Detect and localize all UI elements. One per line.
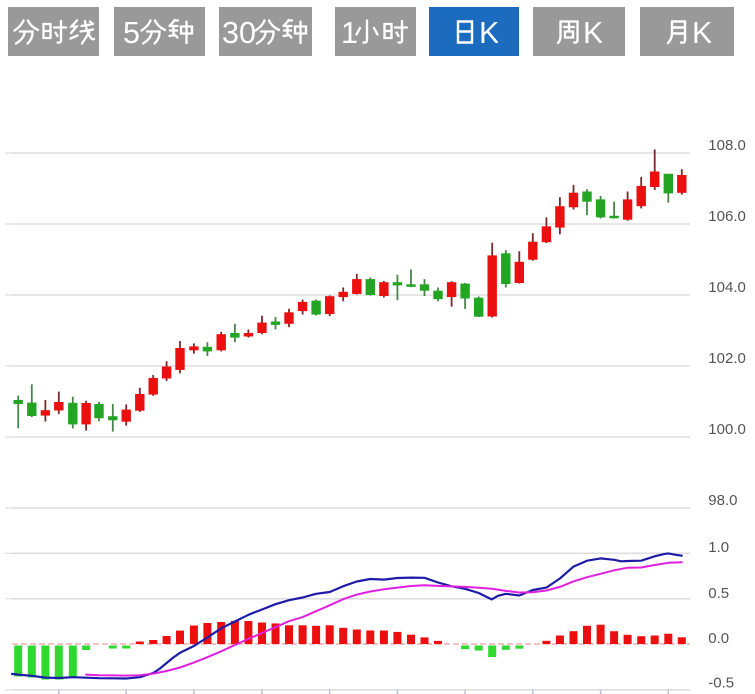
- svg-text:108.0: 108.0: [708, 137, 746, 154]
- svg-text:102.0: 102.0: [708, 350, 746, 367]
- svg-text:-0.5: -0.5: [708, 674, 734, 691]
- svg-text:0.0: 0.0: [708, 630, 729, 647]
- svg-text:98.0: 98.0: [708, 492, 737, 509]
- svg-text:K: K: [479, 18, 498, 46]
- svg-text:1.0: 1.0: [708, 539, 729, 556]
- svg-text:100.0: 100.0: [708, 421, 746, 438]
- svg-text:30: 30: [222, 18, 256, 46]
- svg-text:K: K: [692, 18, 711, 46]
- svg-text:0.5: 0.5: [708, 585, 729, 602]
- svg-text:K: K: [583, 18, 602, 46]
- svg-text:5: 5: [123, 18, 140, 46]
- svg-text:104.0: 104.0: [708, 279, 746, 296]
- svg-text:106.0: 106.0: [708, 208, 746, 225]
- svg-text:1: 1: [341, 18, 358, 46]
